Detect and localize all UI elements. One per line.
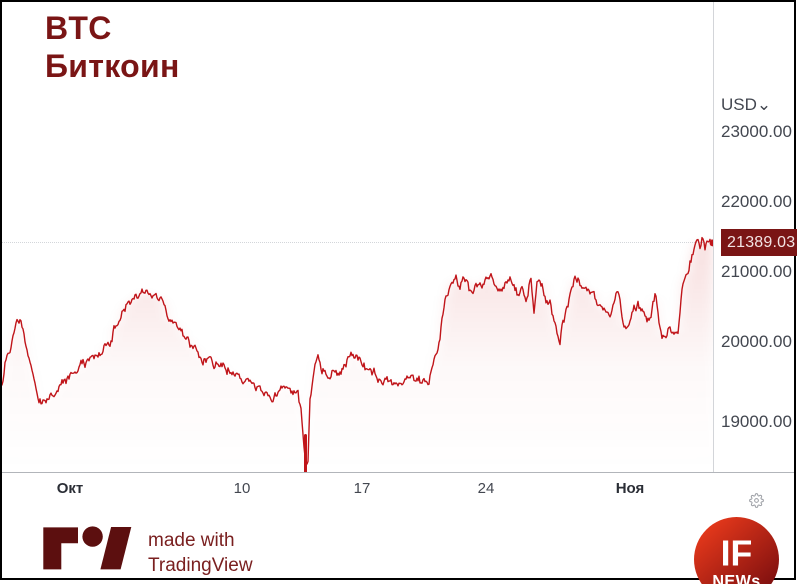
svg-text:NEWs: NEWs <box>712 573 760 584</box>
svg-text:IF: IF <box>721 533 753 573</box>
